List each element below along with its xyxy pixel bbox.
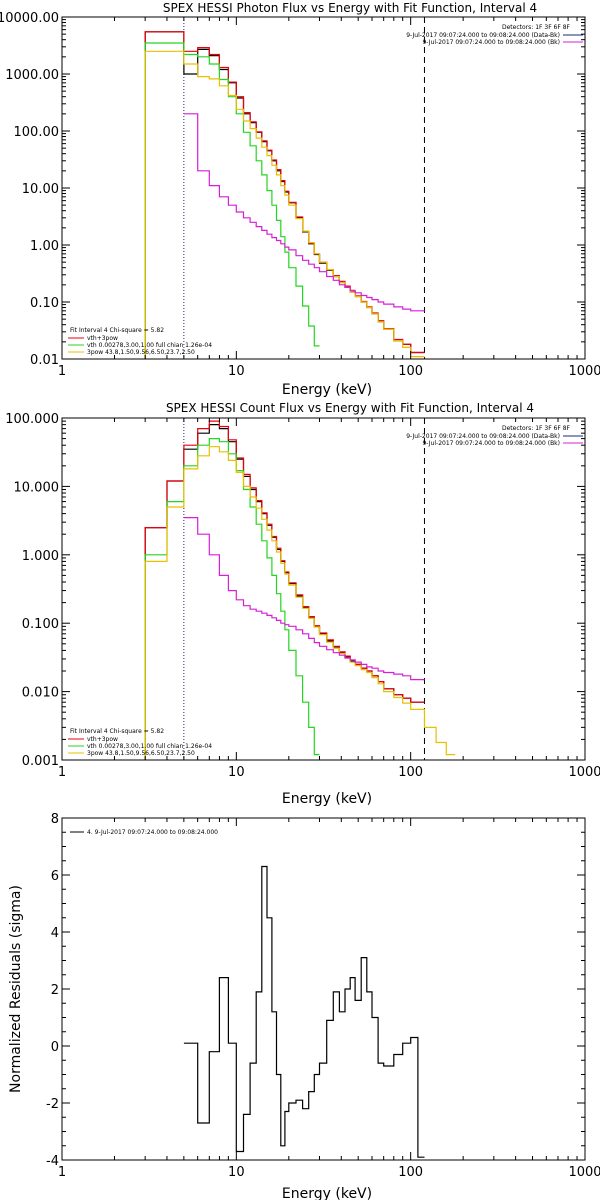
x-tick-label: 100: [398, 364, 423, 379]
count-flux-title: SPEX HESSI Count Flux vs Energy with Fit…: [166, 401, 534, 415]
legend-3pow: 3pow 43.8,1.50,9.56,6.50,23.7,2.50: [87, 750, 195, 757]
y-tick-label: 0.10: [30, 296, 59, 311]
legend-bk: 9-Jul-2017 09:07:24.000 to 09:08:24.000 …: [422, 39, 560, 46]
photon-flux-legend-bottom-left: Fit Interval 4 Chi-square = 5.82 vth+3po…: [68, 327, 212, 356]
residuals-legend-label: 4. 9-Jul-2017 09:07:24.000 to 09:08:24.0…: [87, 829, 218, 836]
y-tick-label: 0.01: [30, 353, 59, 368]
series-vth-3pow: [144, 420, 425, 760]
x-tick-label: 10: [228, 364, 245, 379]
y-tick-label: 6: [51, 869, 59, 884]
x-tick-label: 1: [58, 364, 66, 379]
x-tick-label: 100: [398, 765, 423, 780]
series-vth: [144, 42, 320, 359]
legend-vth: vth 0.00278,3.00,1.00 full chian 1.26e-0…: [87, 342, 212, 349]
y-tick-label: 1.000: [22, 549, 59, 564]
y-tick-label: 0.100: [22, 617, 59, 632]
residuals-xlabel: Energy (keV): [282, 1186, 372, 1200]
x-tick-label: 1: [58, 1165, 66, 1180]
x-tick-label: 1: [58, 765, 66, 780]
x-tick-label: 1000: [568, 1165, 600, 1180]
legend-data-bk: 9-Jul-2017 09:07:24.000 to 09:08:24.000 …: [406, 433, 560, 440]
y-tick-label: -2: [46, 1097, 59, 1112]
x-tick-label: 100: [398, 1165, 423, 1180]
y-tick-label: 8: [51, 812, 59, 827]
y-tick-label: 1.00: [30, 239, 59, 254]
series-data-bk: [144, 424, 425, 760]
photon-flux-plot-frame: [61, 16, 586, 360]
residuals-panel: 1 10 100 1000 -4 -2 0 2 4 6 8 Energy (keV) Normali…: [8, 812, 600, 1202]
series-4-9-jul-2017-09-07-24-000-to-09-08-24-000: [183, 865, 425, 1158]
x-tick-label: 10: [228, 1165, 245, 1180]
legend-fit-interval: Fit Interval 4 Chi-square = 5.82: [70, 728, 164, 735]
legend-data-bk: 9-Jul-2017 09:07:24.000 to 09:08:24.000 …: [406, 32, 560, 39]
count-flux-legend-bottom-left: Fit Interval 4 Chi-square = 5.82 vth+3po…: [68, 728, 212, 757]
series-3pow: [144, 50, 425, 359]
y-tick-label: 4: [51, 926, 59, 941]
y-tick-label: 2: [51, 983, 59, 998]
residuals-ylabel: Normalized Residuals (sigma): [8, 885, 24, 1093]
residuals-legend: 4. 9-Jul-2017 09:07:24.000 to 09:08:24.0…: [70, 829, 218, 836]
x-tick-label: 1000: [568, 765, 600, 780]
count-flux-panel: SPEX HESSI Count Flux vs Energy with Fit…: [5, 401, 600, 807]
count-flux-xlabel: Energy (keV): [282, 791, 372, 807]
photon-flux-legend-top-right: Detectors: 1F 3F 6F 8F 9-Jul-2017 09:07:…: [406, 24, 583, 46]
legend-vth: vth 0.00278,3.00,1.00 full chian 1.26e-0…: [87, 743, 212, 750]
x-tick-label: 1000: [568, 364, 600, 379]
legend-model: vth+3pow: [87, 335, 118, 342]
photon-flux-panel: SPEX HESSI Photon Flux vs Energy with Fi…: [0, 1, 600, 398]
legend-fit-interval: Fit Interval 4 Chi-square = 5.82: [70, 327, 164, 334]
legend-model: vth+3pow: [87, 736, 118, 743]
y-tick-label: 100.000: [5, 412, 59, 427]
legend-3pow: 3pow 43.8,1.50,9.56,6.50,23.7,2.50: [87, 349, 195, 356]
legend-detectors: Detectors: 1F 3F 6F 8F: [502, 425, 571, 432]
y-tick-label: -4: [46, 1154, 59, 1169]
y-tick-label: 10.000: [14, 480, 60, 495]
y-tick-label: 10000.00: [0, 11, 59, 26]
y-tick-label: 100.00: [14, 125, 60, 140]
photon-flux-title: SPEX HESSI Photon Flux vs Energy with Fi…: [163, 1, 537, 15]
legend-detectors: Detectors: 1F 3F 6F 8F: [502, 24, 571, 31]
x-tick-label: 10: [228, 765, 245, 780]
series-bk: [183, 517, 425, 681]
count-flux-plot-frame: [61, 417, 586, 761]
y-tick-label: 0.001: [22, 754, 59, 769]
legend-bk: 9-Jul-2017 09:07:24.000 to 09:08:24.000 …: [422, 440, 560, 447]
series-3pow: [144, 446, 456, 760]
series-bk: [183, 113, 425, 312]
count-flux-legend-top-right: Detectors: 1F 3F 6F 8F 9-Jul-2017 09:07:…: [406, 425, 583, 447]
y-tick-label: 0.010: [22, 686, 59, 701]
series-vth: [144, 438, 320, 760]
y-tick-label: 0: [51, 1040, 59, 1055]
y-tick-label: 10.00: [22, 182, 59, 197]
photon-flux-xlabel: Energy (keV): [282, 382, 372, 398]
residuals-plot-frame: [61, 817, 586, 1161]
y-tick-label: 1000.00: [5, 68, 59, 83]
